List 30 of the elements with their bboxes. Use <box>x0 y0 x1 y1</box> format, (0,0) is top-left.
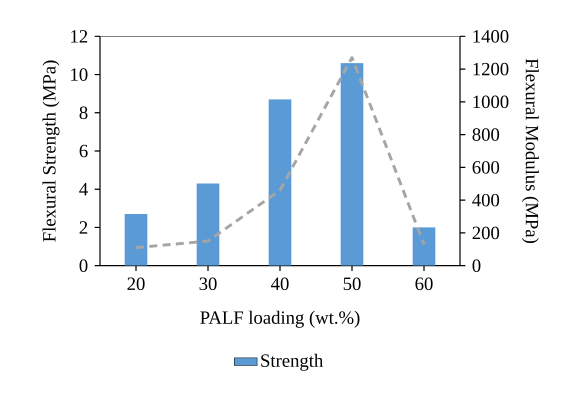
y2-tick-label: 1200 <box>473 62 508 76</box>
y-tick-label: 4 <box>79 183 88 196</box>
y2-axis-title: Flexural Modulus (MPa) <box>522 58 539 243</box>
x-tick-label: 50 <box>344 277 361 290</box>
y-tick-label: 2 <box>80 221 88 234</box>
y-tick-label: 0 <box>80 259 88 272</box>
bar <box>196 183 220 266</box>
y2-tick-label: 200 <box>472 226 500 240</box>
y-tick-label: 12 <box>71 30 88 43</box>
x-axis-title: PALF loading (wt.%) <box>200 310 360 328</box>
y-tick-label: 8 <box>80 106 88 120</box>
y-tick-label: 10 <box>71 68 88 81</box>
y2-tick-label: 800 <box>472 128 500 141</box>
line-series <box>134 56 426 250</box>
bar <box>340 63 364 266</box>
x-tick-label: 40 <box>271 277 289 290</box>
y2-tick-label: 1000 <box>473 96 508 108</box>
x-tick-label: 60 <box>415 277 433 290</box>
y2-tick-label: 0 <box>472 259 480 272</box>
bar <box>124 214 148 266</box>
y-axis-title: Flexural Strength (MPa) <box>42 60 60 242</box>
x-tick-label: 30 <box>200 277 217 290</box>
y-tick-label: 6 <box>80 144 88 158</box>
y2-tick-label: 1400 <box>473 30 508 43</box>
bar <box>412 227 436 266</box>
y2-tick-label: 400 <box>472 194 500 206</box>
bar <box>268 99 292 266</box>
x-tick-label: 20 <box>127 277 145 290</box>
y2-tick-label: 600 <box>472 161 500 174</box>
legend-label: Strength <box>261 354 324 371</box>
